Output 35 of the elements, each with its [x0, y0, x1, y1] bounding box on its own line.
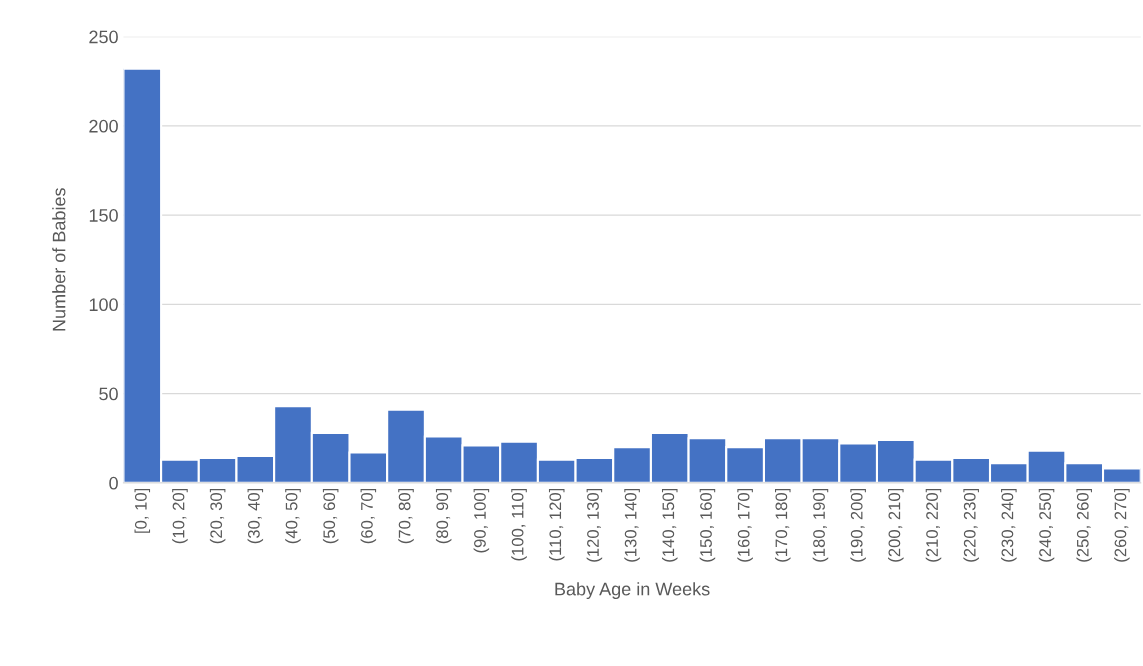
- x-tick-label: (30, 40]: [247, 488, 264, 544]
- x-tick-label: (250, 260]: [1076, 488, 1092, 562]
- x-tick-label: (80, 90]: [435, 488, 452, 544]
- x-tick-label: (220, 230]: [963, 488, 979, 562]
- x-tick-label: (210, 220]: [925, 488, 942, 562]
- x-tick-label: (240, 250]: [1038, 488, 1055, 562]
- x-tick-label: (140, 150]: [661, 488, 678, 562]
- y-axis-title: Number of Babies: [52, 188, 66, 331]
- y-tick-label: 50: [99, 387, 118, 401]
- y-tick-label: 100: [89, 298, 118, 312]
- x-tick-label: (90, 100]: [473, 488, 490, 553]
- x-tick-label: (100, 110]: [511, 488, 527, 561]
- x-tick-label: (40, 50]: [285, 488, 301, 544]
- x-tick-label: (180, 190]: [812, 488, 829, 562]
- x-tick-label: (50, 60]: [322, 488, 339, 544]
- x-tick-label: (120, 130]: [586, 488, 603, 562]
- x-tick-label: (150, 160]: [699, 488, 716, 562]
- y-tick-label: 250: [89, 30, 118, 44]
- x-tick-label: (260, 270]: [1114, 488, 1130, 562]
- x-tick-label: (110, 120]: [548, 488, 565, 561]
- x-tick-label: [0, 10]: [134, 488, 151, 533]
- x-tick-label: (10, 20]: [172, 488, 188, 544]
- y-tick-label: 200: [89, 119, 118, 133]
- x-tick-label: (170, 180]: [775, 488, 791, 562]
- x-tick-label: (130, 140]: [624, 488, 640, 562]
- x-tick-label: (200, 210]: [888, 488, 904, 562]
- y-tick-label: 0: [109, 476, 118, 490]
- x-tick-label: (70, 80]: [398, 488, 414, 544]
- x-tick-label: (160, 170]: [737, 488, 753, 562]
- x-tick-label: (60, 70]: [360, 488, 377, 544]
- x-axis-title: Baby Age in Weeks: [555, 582, 710, 600]
- x-tick-label: (20, 30]: [209, 488, 226, 544]
- x-tick-label: (190, 200]: [850, 488, 866, 562]
- y-tick-label: 150: [89, 209, 118, 222]
- x-tick-label: (230, 240]: [1001, 488, 1017, 562]
